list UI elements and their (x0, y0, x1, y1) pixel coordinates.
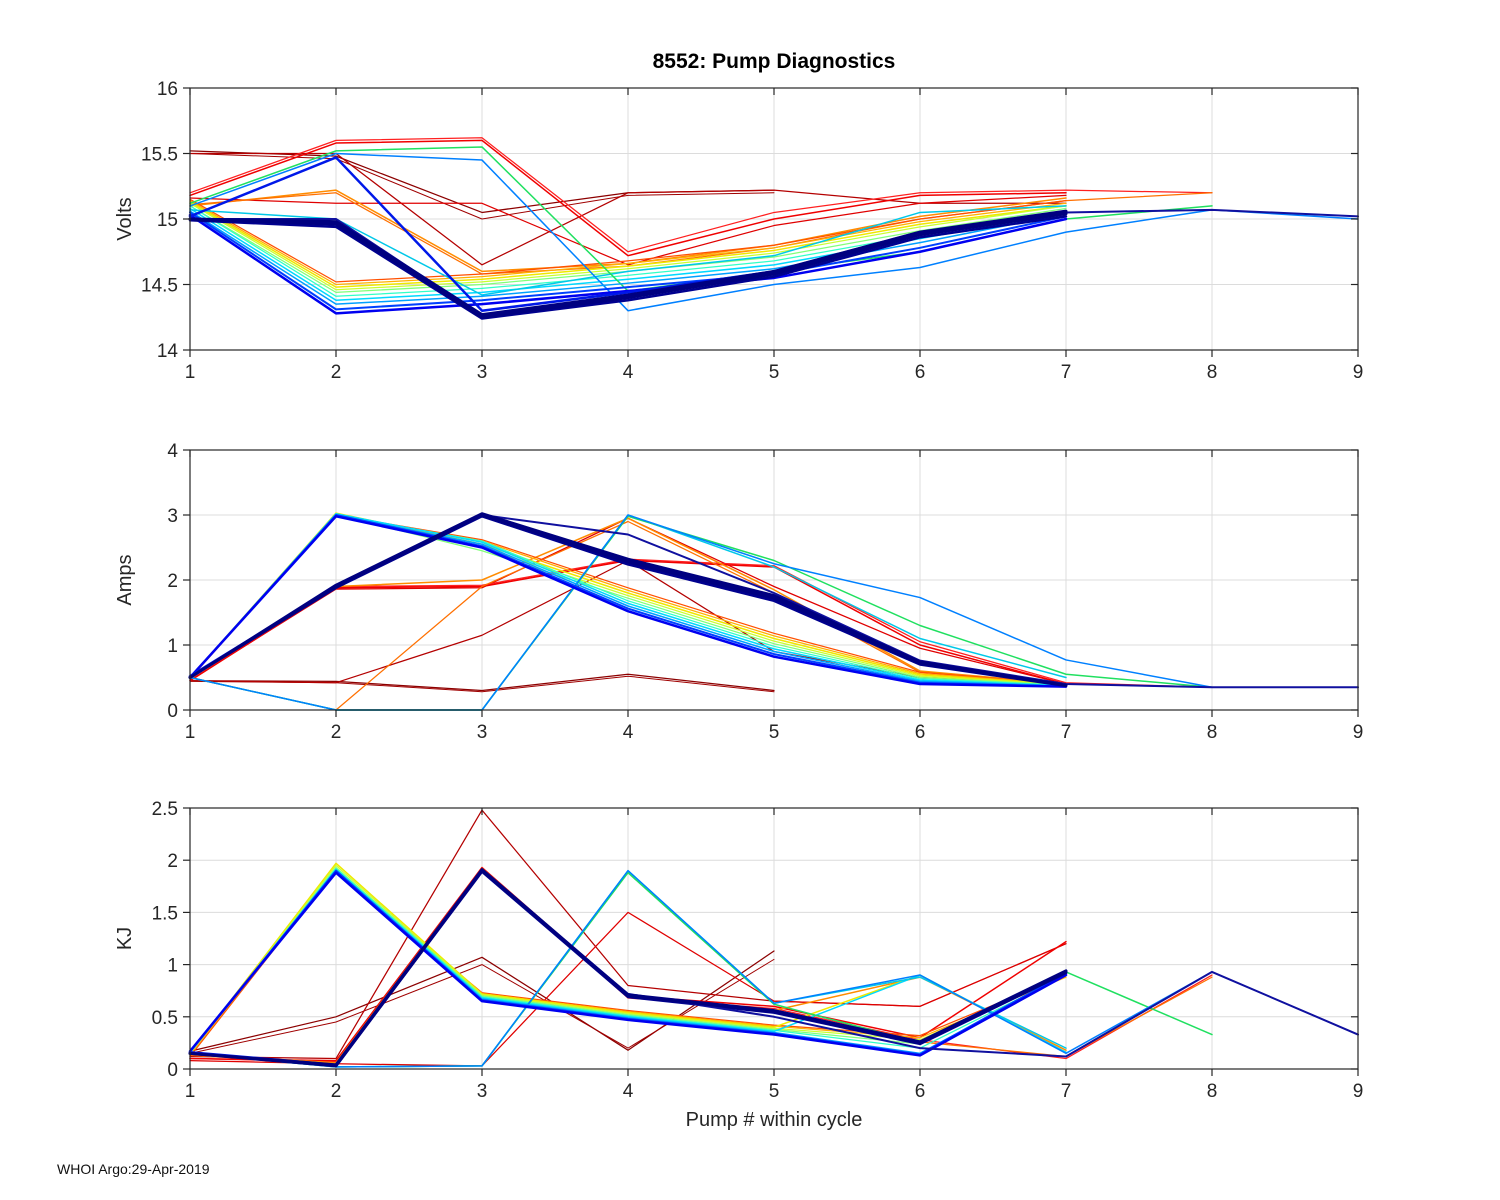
cycle-line-cycle-blue-b (189, 514, 1067, 688)
cycle-line-cycle-red-b (189, 137, 1213, 253)
x-tick-label: 9 (1353, 362, 1364, 383)
cycle-line-cycle-orange-c (189, 200, 1067, 286)
y-tick-label: 1 (167, 956, 178, 977)
panel-volts: 1 2 3 4 5 6 7 8 9 14 14.5 15 15.5 16 Volts (114, 79, 1363, 383)
cycle-line-cycle-red-b (189, 867, 1213, 1063)
x-tick-label: 4 (623, 1081, 634, 1102)
y-tick-label: 2.5 (152, 799, 178, 820)
cycle-line-cycle-blue-c (188, 213, 1068, 315)
cycle-line-cycle-red-c (189, 139, 1067, 257)
x-tick-label: 8 (1207, 722, 1218, 743)
x-tick-label: 6 (915, 362, 926, 383)
page-title: 8552: Pump Diagnostics (652, 50, 896, 73)
y-tick-label: 0 (167, 1060, 178, 1081)
y-tick-label: 0.5 (152, 1008, 178, 1029)
x-tick-label: 1 (185, 722, 196, 743)
y-tick-label: 4 (167, 441, 178, 462)
cycle-line-cycle-navy-c (188, 212, 1068, 319)
cycle-line-cycle-blue-c (188, 871, 1068, 1057)
cycle-line-cycle-yellow (189, 201, 1067, 288)
cycle-line-cycle-orange-b (189, 870, 1213, 1065)
y-tick-label: 14 (157, 341, 179, 362)
x-tick-label: 7 (1061, 362, 1072, 383)
cycle-line-cycle-navy-b (188, 209, 1068, 317)
x-tick-label: 7 (1061, 1081, 1072, 1102)
cycle-line-cycle-maroon-a (189, 673, 775, 692)
x-tick-label: 3 (477, 362, 488, 383)
watermark-date: WHOI Argo:29-Apr-2019 (57, 1161, 210, 1177)
y-tick-label: 1 (167, 636, 178, 657)
cycle-line-cycle-yellowgreen (189, 864, 1067, 1054)
y-tick-label: 2 (167, 851, 178, 872)
x-tick-label: 2 (331, 362, 342, 383)
y-axis-label-kj: KJ (114, 927, 136, 950)
cycle-line-cycle-redorange (189, 198, 1067, 283)
y-axis-label-volts: Volts (114, 197, 136, 240)
y-axis-label-amps: Amps (114, 554, 136, 605)
panel-kj: 1 2 3 4 5 6 7 8 9 0 0.5 1 1.5 2 2.5 KJ (114, 799, 1363, 1102)
x-tick-label: 5 (769, 1081, 780, 1102)
x-tick-label: 4 (623, 722, 634, 743)
x-tick-label: 5 (769, 722, 780, 743)
cycle-line-cycle-blue-c (188, 515, 1068, 688)
y-tick-label: 2 (167, 571, 178, 592)
cycle-line-cycle-blue-b (189, 211, 1067, 311)
y-tick-label: 15 (157, 210, 178, 231)
x-tick-label: 6 (915, 722, 926, 743)
cycle-line-cycle-navy-c (188, 513, 1068, 687)
x-tick-label: 8 (1207, 1081, 1218, 1102)
y-tick-label: 15.5 (141, 145, 178, 166)
x-tick-label: 3 (477, 722, 488, 743)
x-tick-label: 1 (185, 1081, 196, 1102)
cycle-line-cycle-navy-c (188, 869, 1068, 1068)
x-axis-label: Pump # within cycle (686, 1109, 863, 1131)
y-tick-label: 3 (167, 506, 178, 527)
cycle-line-cycle-skyblue (189, 152, 1359, 312)
x-tick-label: 4 (623, 362, 634, 383)
x-tick-label: 3 (477, 1081, 488, 1102)
x-tick-label: 1 (185, 362, 196, 383)
cycle-line-cycle-yellowgreen (189, 202, 1067, 291)
cycle-line-cycle-green-b (189, 871, 1213, 1068)
x-tick-label: 6 (915, 1081, 926, 1102)
cycle-line-cycle-cyan-a (189, 512, 1067, 687)
x-tick-label: 7 (1061, 722, 1072, 743)
x-tick-label: 9 (1353, 722, 1364, 743)
cycle-line-cycle-red-b (189, 558, 1213, 688)
x-tick-label: 2 (331, 1081, 342, 1102)
cycle-line-cycle-red-a (189, 194, 1067, 266)
x-tick-label: 5 (769, 362, 780, 383)
y-tick-label: 0 (167, 701, 178, 722)
y-tick-label: 1.5 (152, 903, 178, 924)
cycle-line-cycle-blue-a (189, 210, 1067, 305)
cycle-line-cycle-cyan-a (189, 207, 1067, 301)
x-tick-label: 9 (1353, 1081, 1364, 1102)
y-tick-label: 14.5 (141, 276, 178, 297)
cycle-line-cycle-maroon-b (189, 153, 775, 220)
cycle-line-cycle-navy-a (188, 215, 1068, 320)
y-tick-label: 16 (157, 79, 178, 100)
x-tick-label: 2 (331, 722, 342, 743)
x-tick-label: 8 (1207, 362, 1218, 383)
